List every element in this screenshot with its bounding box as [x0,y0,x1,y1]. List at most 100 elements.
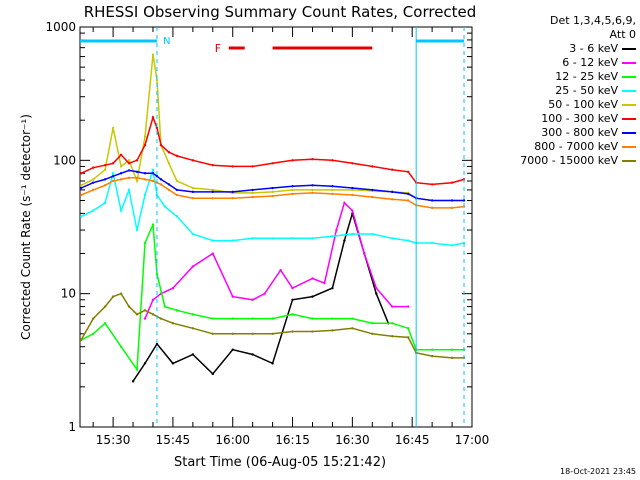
series-line-2 [80,224,464,372]
series-point-1 [375,286,378,290]
legend-item: 6 - 12 keV [486,56,636,70]
series-point-1 [291,286,294,290]
series-point-5 [91,166,95,169]
legend-item: 50 - 100 keV [486,98,636,112]
legend-label: 50 - 100 keV [548,98,618,111]
series-point-5 [135,159,139,162]
series-point-6 [251,188,254,192]
legend-item: 100 - 300 keV [486,112,636,126]
series-point-8 [151,313,155,316]
series-point-5 [191,159,195,162]
x-axis-label: Start Time (06-Aug-05 15:21:42) [174,455,386,470]
series-point-8 [191,327,195,330]
series-point-1 [363,252,366,255]
series-point-2 [371,322,374,325]
y-tick-label: 100 [53,153,76,167]
series-point-0 [375,292,378,295]
series-point-3 [251,237,254,240]
series-point-0 [155,342,159,346]
series-point-8 [231,332,234,336]
legend-swatch [622,48,636,50]
series-point-0 [171,362,175,365]
series-point-2 [211,317,214,320]
series-point-5 [167,151,171,154]
series-point-7 [143,178,147,181]
series-point-8 [127,305,131,308]
series-point-0 [231,348,234,351]
series-point-6 [159,178,163,181]
series-point-2 [119,345,123,348]
series-point-3 [143,193,147,197]
legend-label: 100 - 300 keV [541,112,618,125]
series-point-0 [343,239,346,242]
series-point-3 [151,168,155,171]
y-tick-label: 10 [61,287,76,301]
series-point-3 [79,215,83,218]
series-point-3 [406,239,410,242]
series-point-5 [175,154,179,158]
series-point-6 [119,172,123,175]
series-point-6 [167,183,171,186]
series-point-2 [135,368,139,371]
legend-swatch [622,104,636,106]
legend-item: 25 - 50 keV [486,84,636,98]
series-point-4 [143,135,147,139]
series-point-8 [391,334,394,338]
series-point-4 [191,186,195,190]
series-point-0 [143,362,147,365]
series-point-7 [211,196,214,200]
series-point-1 [279,268,282,272]
series-point-8 [119,292,123,295]
series-point-6 [462,199,466,202]
legend-header-1: Det 1,3,4,5,6,9, [549,14,636,27]
series-point-3 [191,232,195,236]
x-tick-label: 15:30 [96,433,131,447]
series-point-5 [406,170,410,174]
series-point-6 [211,190,214,194]
series-point-0 [331,286,334,290]
series-point-0 [311,295,314,298]
series-point-5 [271,162,274,165]
series-point-6 [111,175,115,178]
series-point-0 [251,353,254,356]
series-point-2 [103,322,107,325]
series-point-1 [351,209,354,212]
series-point-6 [331,184,334,188]
series-point-1 [191,265,195,268]
series-point-8 [171,322,175,325]
series-point-6 [135,170,139,174]
series-point-3 [155,193,159,197]
series-point-3 [211,239,214,242]
series-point-6 [151,172,155,175]
series-point-3 [430,241,434,245]
legend-header-2: Att 0 [609,28,636,41]
series-point-8 [135,313,139,316]
series-point-8 [159,317,163,320]
legend-label: 300 - 800 keV [541,126,618,139]
series-point-7 [430,206,434,210]
series-point-2 [191,313,195,316]
series-point-3 [231,239,234,242]
series-point-4 [127,159,131,162]
series-point-3 [175,215,179,218]
legend-item: 12 - 25 keV [486,70,636,84]
legend: Det 1,3,4,5,6,9, Att 0 3 - 6 keV 6 - 12 k… [486,14,636,168]
series-point-6 [311,184,314,187]
series-point-7 [127,176,131,179]
series-point-7 [119,178,123,181]
series-point-7 [103,184,107,187]
series-point-7 [91,188,95,192]
series-point-4 [211,188,214,192]
series-point-2 [331,317,334,320]
series-point-8 [291,330,294,333]
series-point-0 [271,362,274,365]
series-point-5 [111,162,115,165]
series-point-7 [311,191,314,195]
series-point-2 [406,327,410,330]
series-point-0 [291,298,294,301]
series-point-1 [171,286,175,290]
series-point-7 [167,188,171,192]
y-axis: 1 10 100 1000 [45,20,472,434]
series-point-2 [163,305,167,308]
series-point-8 [251,332,254,336]
